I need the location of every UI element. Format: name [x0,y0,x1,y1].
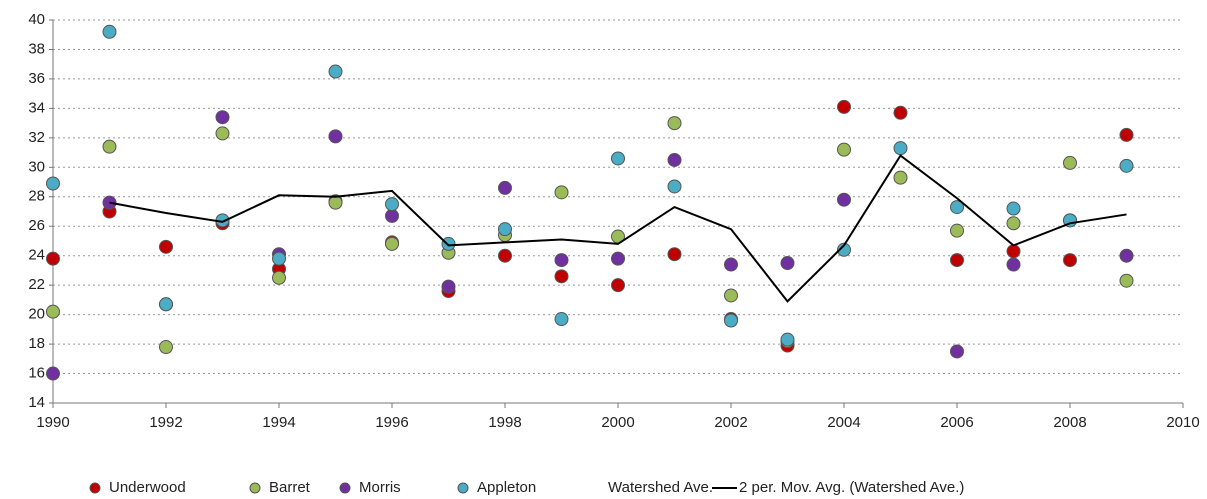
legend-label: Watershed Ave. [608,479,713,496]
x-tick-label: 1996 [375,414,408,431]
point [498,180,512,195]
x-tick-label: 2004 [827,414,860,431]
point [780,256,795,271]
point [950,223,964,238]
point [667,152,682,167]
point [837,192,851,207]
y-tick-label: 16 [28,365,45,382]
legend-marker [457,482,469,494]
point [950,344,964,359]
point [554,185,569,200]
legend-marker [249,482,261,494]
point [215,110,230,125]
legend-label: Morris [359,479,401,496]
point [498,222,512,237]
point [724,313,738,328]
x-tick-label: 1992 [149,414,182,431]
point [159,239,173,254]
point [159,340,173,355]
y-tick-label: 18 [28,335,45,352]
point [1119,158,1134,173]
x-tick-label: 2006 [940,414,973,431]
point [1063,155,1077,170]
point [554,312,569,327]
y-tick-label: 26 [28,217,45,234]
point [667,247,682,262]
point [328,129,343,144]
y-tick-label: 36 [28,70,45,87]
point [102,24,117,39]
x-tick-label: 1990 [36,414,69,431]
point [385,197,399,212]
x-tick-label: 1994 [262,414,295,431]
point [611,251,625,266]
point [46,251,60,266]
y-tick-label: 38 [28,40,45,57]
point [1119,273,1134,288]
point [554,269,569,284]
point [46,176,60,191]
point [1006,216,1021,231]
point [837,99,851,114]
point [724,257,738,272]
y-tick-label: 20 [28,306,45,323]
y-tick-label: 34 [28,99,45,116]
point [893,170,908,185]
point [950,253,964,268]
point [272,270,286,285]
legend-marker [89,482,101,494]
point [611,278,625,293]
point [1006,201,1021,216]
point [159,297,173,312]
point [667,116,682,131]
point [1006,244,1021,259]
point [893,105,908,120]
x-tick-label: 2010 [1166,414,1199,431]
x-tick-label: 1998 [488,414,521,431]
point [328,64,343,79]
point [441,279,456,294]
point [724,288,738,303]
x-tick-label: 2002 [714,414,747,431]
legend-label: Barret [269,479,311,496]
legend-label: Appleton [477,479,536,496]
point [667,179,682,194]
point [215,126,230,141]
point [498,248,512,263]
point [780,332,795,347]
point [385,236,399,251]
y-tick-label: 30 [28,158,45,175]
point [554,253,569,268]
x-tick-label: 2008 [1053,414,1086,431]
point [1063,253,1077,268]
legend-label: Underwood [109,479,186,496]
y-tick-label: 22 [28,276,45,293]
point [328,195,343,210]
point [1119,248,1134,263]
x-tick-label: 2000 [601,414,634,431]
y-tick-label: 32 [28,129,45,146]
point [46,304,60,319]
point [1119,127,1134,142]
legend-marker [339,482,351,494]
legend-label: 2 per. Mov. Avg. (Watershed Ave.) [739,479,964,496]
point [102,139,117,154]
point [611,151,625,166]
y-tick-label: 24 [28,247,45,264]
point [950,200,964,215]
point [46,366,60,381]
point [837,142,851,157]
y-tick-label: 14 [28,394,45,411]
y-tick-label: 40 [28,11,45,28]
y-tick-label: 28 [28,188,45,205]
point [385,208,399,223]
point [441,236,456,251]
point [1006,257,1021,272]
point [837,242,851,257]
point [893,141,908,156]
point [272,251,286,266]
trend-line [109,154,1127,303]
